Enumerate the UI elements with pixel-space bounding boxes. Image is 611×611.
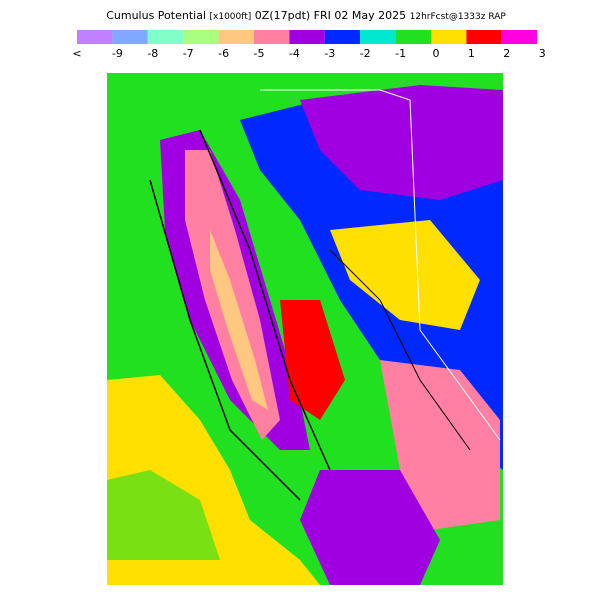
legend-swatch <box>289 30 325 44</box>
legend-swatch <box>324 30 361 44</box>
legend-label: -2 <box>360 47 371 60</box>
legend-label: 0 <box>433 47 440 60</box>
legend-label: -6 <box>218 47 229 60</box>
legend-label: -1 <box>395 47 406 60</box>
legend-swatch <box>147 30 184 44</box>
legend-label: -5 <box>254 47 265 60</box>
region-red <box>280 300 345 420</box>
region-purple-south <box>300 470 440 585</box>
legend-label: 1 <box>468 47 475 60</box>
legend-swatch <box>218 30 254 44</box>
legend-label: -4 <box>289 47 300 60</box>
legend-label: -7 <box>183 47 194 60</box>
legend-label: -3 <box>324 47 335 60</box>
title-run: 12hrFcst@1333z RAP <box>410 12 507 22</box>
legend-swatch <box>77 30 113 44</box>
title-valid: 0Z(17pdt) FRI 02 May 2025 <box>255 9 406 22</box>
region-yellow-east <box>330 220 480 330</box>
legend-label: -9 <box>112 47 123 60</box>
legend-swatch <box>254 30 290 44</box>
legend-swatch <box>183 30 219 44</box>
legend-label: -8 <box>147 47 158 60</box>
contour <box>199 129 331 471</box>
legend-swatch <box>466 30 502 44</box>
legend-swatch <box>395 30 431 44</box>
state-border <box>260 89 501 441</box>
region-purple-north <box>300 85 503 200</box>
legend-swatch <box>360 30 396 44</box>
legend-label: 2 <box>503 47 510 60</box>
region-green <box>107 470 220 560</box>
map <box>107 73 503 585</box>
legend-label: 3 <box>539 47 546 60</box>
legend: < -9 -8 -7 -6 -5 -4 -3 -2 -1 0 1 2 3 <box>72 30 546 60</box>
region-sierra-peach <box>210 230 268 410</box>
title-units: [x1000ft] <box>210 12 252 22</box>
legend-swatch <box>431 30 467 44</box>
contour <box>329 249 471 451</box>
legend-swatch <box>112 30 148 44</box>
contour <box>149 179 301 501</box>
legend-swatch <box>501 30 538 44</box>
title-main: Cumulus Potential <box>106 9 206 22</box>
legend-label: < <box>72 47 81 60</box>
title: Cumulus Potential [x1000ft] 0Z(17pdt) FR… <box>106 9 506 22</box>
